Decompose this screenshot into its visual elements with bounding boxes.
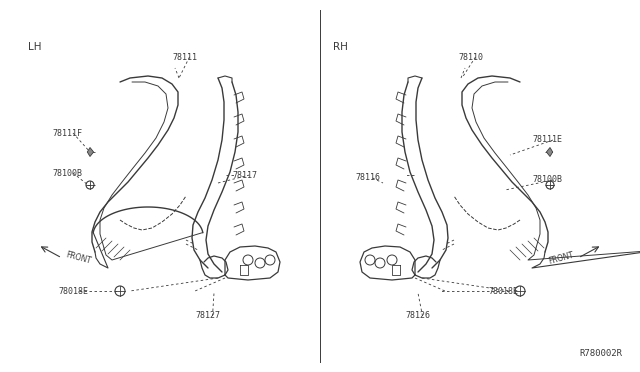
Text: 78100B: 78100B (532, 176, 562, 185)
Text: R780002R: R780002R (579, 349, 622, 358)
Text: 78127: 78127 (195, 311, 220, 321)
Text: 78111: 78111 (172, 52, 197, 61)
Text: 78111E: 78111E (532, 135, 562, 144)
Text: 78018E: 78018E (488, 286, 518, 295)
Polygon shape (87, 148, 93, 157)
Text: 78110: 78110 (458, 52, 483, 61)
Text: 78117: 78117 (232, 170, 257, 180)
Text: 78100B: 78100B (52, 169, 82, 177)
Text: FRONT: FRONT (548, 250, 575, 266)
Text: RH: RH (333, 42, 348, 52)
Polygon shape (547, 148, 553, 157)
Text: FRONT: FRONT (65, 250, 92, 266)
Text: 78111F: 78111F (52, 128, 82, 138)
Text: 78116: 78116 (355, 173, 380, 183)
Text: 78126: 78126 (405, 311, 430, 321)
Text: LH: LH (28, 42, 42, 52)
Text: 78018E: 78018E (58, 286, 88, 295)
